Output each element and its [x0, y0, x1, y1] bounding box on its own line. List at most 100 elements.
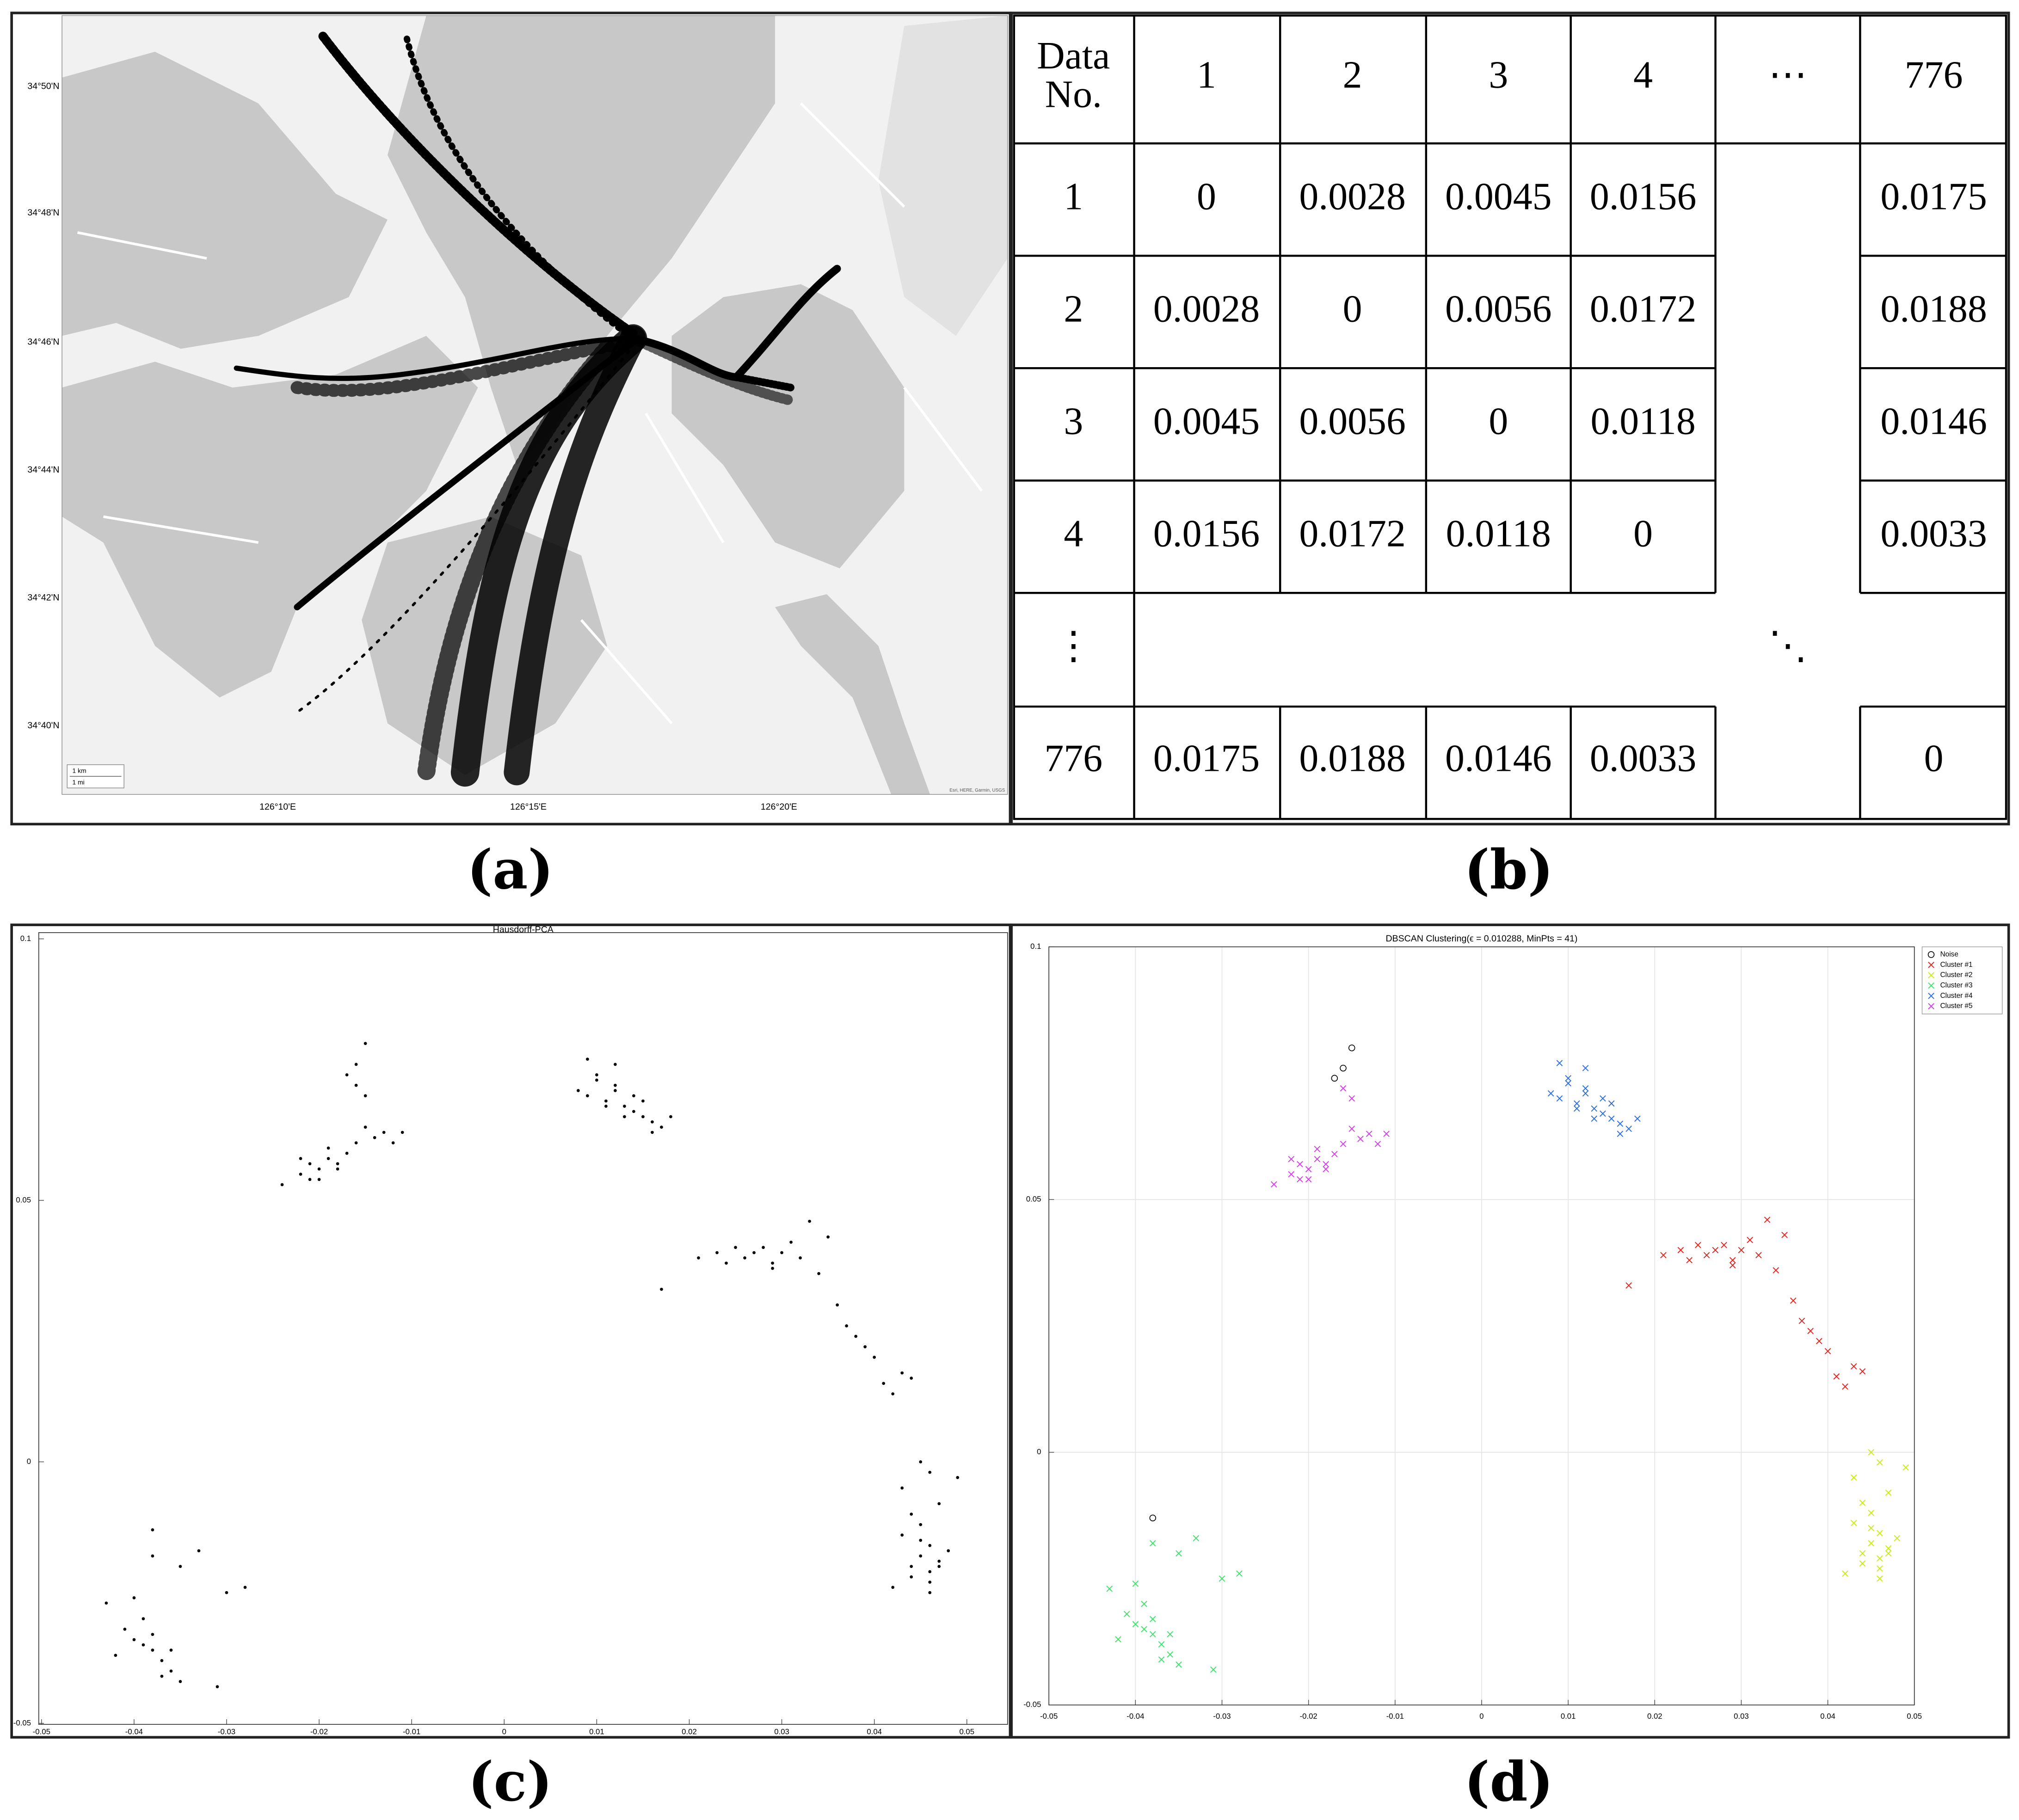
y-tick-label: 0 — [1037, 1447, 1041, 1456]
point — [1859, 1550, 1866, 1557]
caption: (d) — [1464, 1750, 1553, 1814]
table-cell: 0.0175 — [1153, 737, 1260, 780]
point — [1167, 1651, 1174, 1658]
x-tick-label: -0.03 — [218, 1727, 235, 1736]
table-cell: 4 — [1064, 512, 1083, 555]
point — [1305, 1166, 1312, 1173]
legend-marker — [1927, 951, 1935, 958]
point — [1824, 1348, 1831, 1354]
point — [354, 1063, 358, 1066]
point — [1591, 1115, 1598, 1122]
point — [632, 1094, 635, 1098]
point — [854, 1334, 858, 1338]
point — [179, 1680, 182, 1683]
x-tick-label: -0.04 — [1126, 1712, 1144, 1721]
legend-marker — [1928, 982, 1934, 989]
x-tick-label: 0.02 — [1647, 1712, 1662, 1721]
table-cell: 0.0156 — [1153, 512, 1260, 555]
point — [179, 1565, 182, 1568]
point — [1885, 1545, 1892, 1552]
point — [1859, 1368, 1866, 1375]
x-tick-label: 0.03 — [774, 1727, 789, 1736]
x-tick-label: -0.02 — [310, 1727, 328, 1736]
legend-label: Cluster #3 — [1940, 981, 1973, 989]
x-tick-label: -0.05 — [1040, 1712, 1058, 1721]
point — [363, 1094, 367, 1098]
point — [1660, 1252, 1667, 1259]
point — [1868, 1540, 1874, 1547]
legend-marker — [1928, 972, 1934, 978]
x-tick-label: 0.05 — [1907, 1712, 1922, 1721]
point — [1686, 1257, 1693, 1264]
point — [1176, 1661, 1182, 1668]
legend-marker — [1928, 1003, 1934, 1009]
point — [734, 1246, 737, 1249]
point — [586, 1094, 589, 1098]
point — [363, 1042, 367, 1045]
point — [928, 1570, 932, 1574]
point — [715, 1251, 719, 1254]
point — [1348, 1125, 1355, 1132]
point — [299, 1173, 302, 1176]
point — [799, 1256, 802, 1260]
point — [1106, 1586, 1113, 1592]
point — [308, 1178, 312, 1181]
point — [400, 1131, 404, 1134]
x-tick-label: 0.04 — [867, 1727, 882, 1736]
point — [1331, 1075, 1338, 1082]
point — [1158, 1656, 1165, 1663]
point — [1600, 1095, 1606, 1102]
point — [1574, 1105, 1580, 1112]
y-tick-label: 0.1 — [20, 934, 31, 943]
point — [1712, 1247, 1719, 1254]
point — [142, 1617, 145, 1621]
table-cell: 0 — [1343, 287, 1362, 330]
point — [1366, 1131, 1373, 1137]
attribution: Esri, HERE, Garmin, USGS — [949, 788, 1005, 793]
point — [1695, 1242, 1701, 1248]
point — [725, 1261, 728, 1265]
point — [1868, 1525, 1874, 1531]
table-cell: 0.0172 — [1590, 287, 1696, 330]
point — [623, 1105, 626, 1108]
point — [919, 1538, 923, 1542]
tracks — [234, 31, 841, 787]
panel-c — [10, 923, 1012, 1739]
point — [900, 1533, 904, 1537]
point — [1833, 1373, 1840, 1380]
legend-marker — [1928, 992, 1934, 999]
point — [1176, 1550, 1182, 1557]
table-cell: 0.0028 — [1299, 175, 1405, 218]
y-tick-label: 0.05 — [1026, 1195, 1041, 1204]
point — [1625, 1282, 1632, 1289]
point — [928, 1544, 932, 1547]
point — [1729, 1262, 1736, 1269]
point — [280, 1183, 284, 1187]
header-cell: 1 — [1197, 54, 1216, 97]
x-tick-label: -0.05 — [33, 1727, 50, 1736]
y-tick-label: -0.05 — [13, 1718, 31, 1727]
table-cell: 776 — [1044, 737, 1102, 780]
panel-d — [1010, 923, 2010, 1739]
legend-label: Cluster #4 — [1940, 992, 1973, 1000]
point — [160, 1659, 164, 1662]
point — [1547, 1090, 1554, 1097]
point — [1556, 1095, 1563, 1102]
lat-label: 34°42'N — [27, 593, 59, 603]
table-cell: 2 — [1064, 287, 1083, 330]
table-cell: 0.0175 — [1880, 175, 1987, 218]
point — [808, 1219, 811, 1223]
legend-label: Noise — [1940, 950, 1958, 958]
point — [1323, 1166, 1329, 1173]
point — [1219, 1575, 1225, 1582]
point — [1582, 1090, 1589, 1097]
point — [826, 1235, 830, 1239]
point — [142, 1643, 145, 1647]
point — [1868, 1510, 1874, 1516]
point — [225, 1591, 228, 1594]
point — [1877, 1555, 1883, 1562]
point — [910, 1513, 913, 1516]
point — [660, 1125, 663, 1129]
point — [1314, 1146, 1321, 1152]
point — [1314, 1156, 1321, 1162]
